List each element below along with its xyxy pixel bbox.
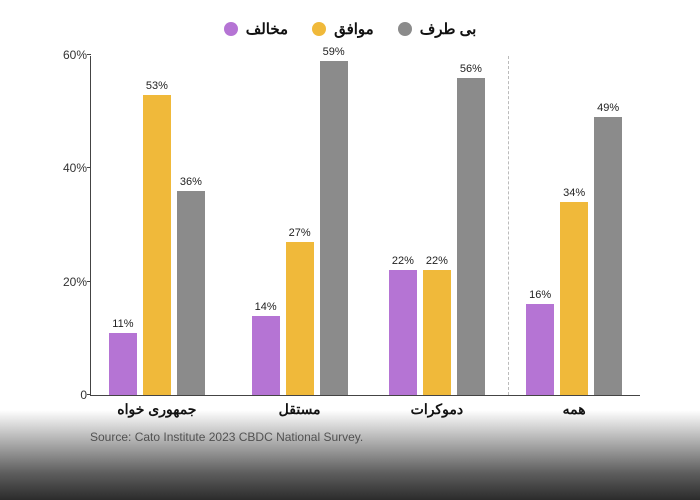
- legend-item-oppose: مخالف: [224, 20, 288, 38]
- bar-group-independent: 59% 27% 14%: [252, 61, 348, 395]
- bar-value-label: 27%: [289, 227, 311, 239]
- legend-label-neutral: بی طرف: [420, 20, 477, 38]
- legend-swatch-oppose: [224, 22, 238, 36]
- bar-favor: 27%: [286, 242, 314, 395]
- bar-rect: [143, 95, 171, 395]
- bar-rect: [389, 270, 417, 395]
- legend: مخالف موافق بی طرف: [40, 20, 660, 38]
- bar-favor: 34%: [560, 202, 588, 395]
- bar-value-label: 56%: [460, 63, 482, 75]
- bar-value-label: 49%: [597, 102, 619, 114]
- bar-rect: [320, 61, 348, 395]
- source-text: Source: Cato Institute 2023 CBDC Nationa…: [90, 430, 660, 444]
- bar-neutral: 16%: [526, 304, 554, 395]
- bar-neutral: 22%: [389, 270, 417, 395]
- bar-group-republican: 36% 53% 11%: [109, 95, 205, 395]
- group-divider: [508, 56, 509, 395]
- ytick-mark: [87, 54, 91, 55]
- bar-value-label: 53%: [146, 80, 168, 92]
- bar-favor: 53%: [143, 95, 171, 395]
- ytick-label: 60%: [47, 48, 87, 62]
- bar-rect: [177, 191, 205, 395]
- bar-group-democrat: 56% 22% 22%: [389, 78, 485, 395]
- ytick-mark: [87, 167, 91, 168]
- chart-container: مخالف موافق بی طرف 0 20% 40% 60% 36% 53%: [0, 0, 700, 500]
- bar-value-label: 11%: [112, 318, 133, 330]
- bar-value-label: 36%: [180, 176, 202, 188]
- legend-swatch-favor: [312, 22, 326, 36]
- bar-neutral: 11%: [109, 333, 137, 395]
- legend-item-neutral: بی طرف: [398, 20, 477, 38]
- bar-rect: [560, 202, 588, 395]
- ytick-mark: [87, 394, 91, 395]
- bar-value-label: 34%: [563, 187, 585, 199]
- bar-oppose: 59%: [320, 61, 348, 395]
- ytick-label: 0: [47, 388, 87, 402]
- category-label-republican: جمهوری خواه: [107, 401, 207, 418]
- plot-area: 0 20% 40% 60% 36% 53% 11% 59%: [90, 56, 640, 396]
- category-label-all: همه: [524, 401, 624, 418]
- bar-oppose: 56%: [457, 78, 485, 395]
- ytick-mark: [87, 281, 91, 282]
- bar-value-label: 16%: [529, 289, 551, 301]
- legend-label-oppose: مخالف: [246, 20, 288, 38]
- ytick-label: 20%: [47, 275, 87, 289]
- bar-value-label: 59%: [323, 46, 345, 58]
- bar-oppose: 36%: [177, 191, 205, 395]
- bar-rect: [109, 333, 137, 395]
- bar-value-label: 22%: [426, 255, 448, 267]
- bar-neutral: 14%: [252, 316, 280, 395]
- bar-rect: [457, 78, 485, 395]
- category-label-democrat: دموکرات: [387, 401, 487, 418]
- bar-value-label: 14%: [255, 301, 277, 313]
- bar-group-all: 49% 34% 16%: [526, 117, 622, 395]
- bar-rect: [423, 270, 451, 395]
- bar-oppose: 49%: [594, 117, 622, 395]
- bar-rect: [286, 242, 314, 395]
- ytick-label: 40%: [47, 161, 87, 175]
- legend-label-favor: موافق: [334, 20, 374, 38]
- bar-rect: [526, 304, 554, 395]
- bar-value-label: 22%: [392, 255, 414, 267]
- legend-swatch-neutral: [398, 22, 412, 36]
- bar-rect: [594, 117, 622, 395]
- bar-favor: 22%: [423, 270, 451, 395]
- category-label-independent: مستقل: [250, 401, 350, 418]
- legend-item-favor: موافق: [312, 20, 374, 38]
- bar-rect: [252, 316, 280, 395]
